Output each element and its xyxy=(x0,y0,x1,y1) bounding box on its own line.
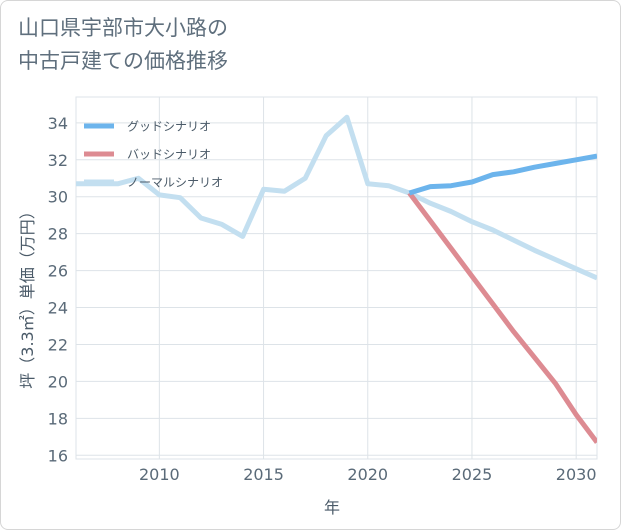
series-lines xyxy=(76,114,597,444)
y-axis-title: 坪（3.3㎡）単価（万円） xyxy=(18,203,37,388)
x-tick-label: 2025 xyxy=(452,465,493,484)
legend-label-1: バッドシナリオ xyxy=(127,148,211,162)
y-tick-label: 34 xyxy=(48,114,68,133)
y-tick-label: 28 xyxy=(48,225,68,244)
y-tick-label: 18 xyxy=(48,409,68,428)
y-tick-label: 16 xyxy=(48,446,68,465)
legend-label-2: ノーマルシナリオ xyxy=(127,176,223,190)
title-line-2: 中古戸建ての価格推移 xyxy=(18,49,228,73)
y-tick-labels: 16 18 20 22 24 26 28 30 32 34 xyxy=(48,114,68,465)
y-tick-label: 22 xyxy=(48,335,68,354)
legend-label-0: グッドシナリオ xyxy=(127,120,211,134)
x-tick-labels: 2010 2015 2020 2025 2030 xyxy=(139,465,597,484)
series-line-2 xyxy=(76,114,597,281)
x-tick-label: 2020 xyxy=(347,465,388,484)
page-title: 山口県宇部市大小路の 中古戸建ての価格推移 xyxy=(18,12,228,78)
x-gridlines xyxy=(158,97,577,459)
y-tick-label: 26 xyxy=(48,262,68,281)
title-line-1: 山口県宇部市大小路の xyxy=(18,16,228,40)
x-tick-label: 2030 xyxy=(556,465,597,484)
y-tick-label: 30 xyxy=(48,188,68,207)
y-gridlines xyxy=(76,122,597,456)
y-tick-label: 32 xyxy=(48,151,68,170)
x-axis-title: 年 xyxy=(324,498,340,517)
series-line-1 xyxy=(407,191,597,444)
x-tick-label: 2015 xyxy=(243,465,284,484)
x-tick-label: 2010 xyxy=(139,465,180,484)
y-tick-label: 24 xyxy=(48,299,68,318)
y-tick-label: 20 xyxy=(48,372,68,391)
series-line-0 xyxy=(408,153,597,196)
